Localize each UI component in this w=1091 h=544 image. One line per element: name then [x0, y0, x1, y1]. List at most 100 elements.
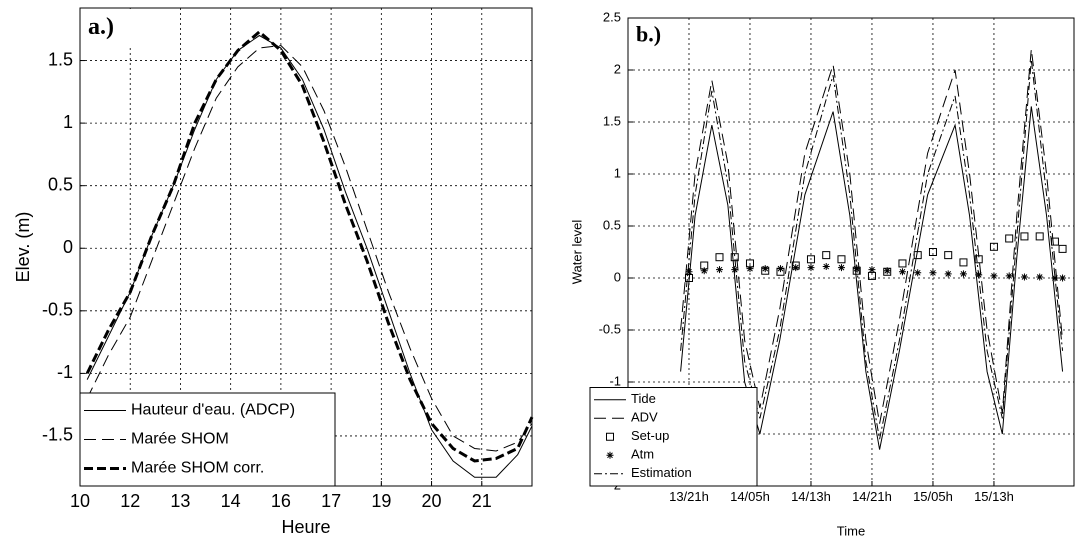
- marker-square: [974, 255, 983, 264]
- marker-square: [959, 258, 968, 267]
- panel: 13/21h14/05h14/13h14/21h15/05h15/13h-2-1…: [569, 9, 1075, 538]
- marker-square: [944, 251, 953, 260]
- y-tick-label: -0.5: [599, 321, 621, 336]
- marker-star: [822, 263, 830, 271]
- data-line: [680, 59, 1064, 440]
- x-tick-label: 10: [70, 491, 90, 511]
- x-tick-label: 14/13h: [791, 489, 831, 504]
- legend-label: Estimation: [631, 465, 692, 480]
- x-tick-label: 15/13h: [974, 489, 1014, 504]
- marker-star: [914, 269, 922, 277]
- marker-star: [776, 265, 784, 273]
- x-axis-label: Heure: [281, 517, 330, 537]
- marker-star: [792, 264, 800, 272]
- marker-star: [837, 264, 845, 272]
- y-tick-label: 0: [63, 237, 73, 257]
- marker-star: [990, 272, 998, 280]
- marker-star: [1051, 274, 1059, 282]
- legend-label: Tide: [631, 391, 656, 406]
- marker-star: [959, 270, 967, 278]
- legend-label: Hauteur d'eau. (ADCP): [131, 402, 295, 419]
- legend-label: Atm: [631, 447, 654, 462]
- x-tick-label: 13/21h: [669, 489, 709, 504]
- x-tick-label: 14: [221, 491, 241, 511]
- marker-star: [715, 266, 723, 274]
- data-line: [680, 106, 1064, 450]
- x-tick-label: 15/05h: [913, 489, 953, 504]
- panel: 10 12 13 14 16 17 19 20 21 -1.5 -1 -0.5 0 0.5 1 1.5 a.) H…: [13, 7, 534, 537]
- legend-label: Marée SHOM corr.: [131, 460, 264, 477]
- x-axis-label: Time: [837, 523, 865, 538]
- marker-star: [731, 266, 739, 274]
- legend-marker: [606, 451, 614, 459]
- x-tick-label: 16: [271, 491, 291, 511]
- marker-star: [1005, 272, 1013, 280]
- panel-label: b.): [636, 22, 661, 47]
- marker-star: [883, 267, 891, 275]
- marker-star: [685, 268, 693, 276]
- panel-label-box: b.): [629, 19, 680, 55]
- y-tick-label: 0.5: [603, 217, 621, 232]
- x-tick-label: 20: [422, 491, 442, 511]
- plot-frame: [627, 17, 1075, 487]
- data-line: [680, 49, 1064, 424]
- marker-square: [837, 255, 846, 264]
- y-tick-label: -1.5: [42, 425, 73, 445]
- x-tick-label: 21: [472, 491, 492, 511]
- x-tick-label: 13: [170, 491, 190, 511]
- y-axis-label: Elev. (m): [13, 212, 33, 283]
- data-line: [86, 45, 533, 452]
- y-tick-label: -1: [609, 373, 621, 388]
- legend-box: [589, 387, 758, 487]
- y-tick-label: -0.5: [42, 300, 73, 320]
- x-tick-label: 12: [120, 491, 140, 511]
- panel-label-box: a.): [81, 9, 137, 48]
- marker-star: [929, 269, 937, 277]
- marker-square: [928, 248, 937, 256]
- marker-square: [715, 253, 724, 262]
- legend-label: Set-up: [631, 428, 669, 443]
- marker-square: [989, 242, 998, 251]
- marker-square: [898, 259, 907, 268]
- marker-star: [746, 265, 754, 273]
- marker-square: [1035, 232, 1044, 241]
- legend-marker: [606, 432, 614, 441]
- y-tick-label: 0.5: [48, 174, 73, 194]
- panel-label-bg: [629, 19, 680, 55]
- marker-star: [700, 267, 708, 275]
- marker-square: [806, 255, 815, 264]
- data-line: [86, 34, 533, 478]
- legend: Tide ADV Set-up Atm Estimation: [589, 387, 758, 487]
- y-tick-label: 1: [614, 165, 621, 180]
- y-tick-label: 0: [614, 269, 621, 284]
- marker-square: [1058, 244, 1067, 253]
- marker-square: [822, 251, 831, 260]
- y-tick-label: 1.5: [48, 49, 73, 69]
- marker-star: [868, 266, 876, 274]
- marker-star: [761, 265, 769, 273]
- marker-star: [807, 264, 815, 272]
- marker-star: [1036, 273, 1044, 281]
- marker-star: [1059, 274, 1067, 282]
- legend-label: Marée SHOM: [131, 431, 229, 448]
- panel-label-bg: [81, 9, 137, 48]
- y-axis-label: Water level: [569, 220, 584, 285]
- y-tick-label: 1: [63, 112, 73, 132]
- marker-square: [1020, 232, 1029, 241]
- y-tick-label: 2: [614, 61, 621, 76]
- marker-star: [1020, 273, 1028, 281]
- x-tick-label: 14/05h: [730, 489, 770, 504]
- y-tick-label: -1: [57, 362, 73, 382]
- y-tick-label: 1.5: [603, 113, 621, 128]
- x-tick-label: 14/21h: [852, 489, 892, 504]
- marker-star: [898, 268, 906, 276]
- legend: Hauteur d'eau. (ADCP) Marée SHOM Marée SHO…: [79, 392, 336, 487]
- legend-label: ADV: [631, 410, 658, 425]
- y-tick-label: 2.5: [603, 9, 621, 24]
- panel-label: a.): [88, 14, 114, 40]
- x-tick-label: 17: [321, 491, 341, 511]
- data-line: [85, 29, 534, 463]
- marker-square: [1005, 234, 1014, 243]
- x-tick-label: 19: [371, 491, 391, 511]
